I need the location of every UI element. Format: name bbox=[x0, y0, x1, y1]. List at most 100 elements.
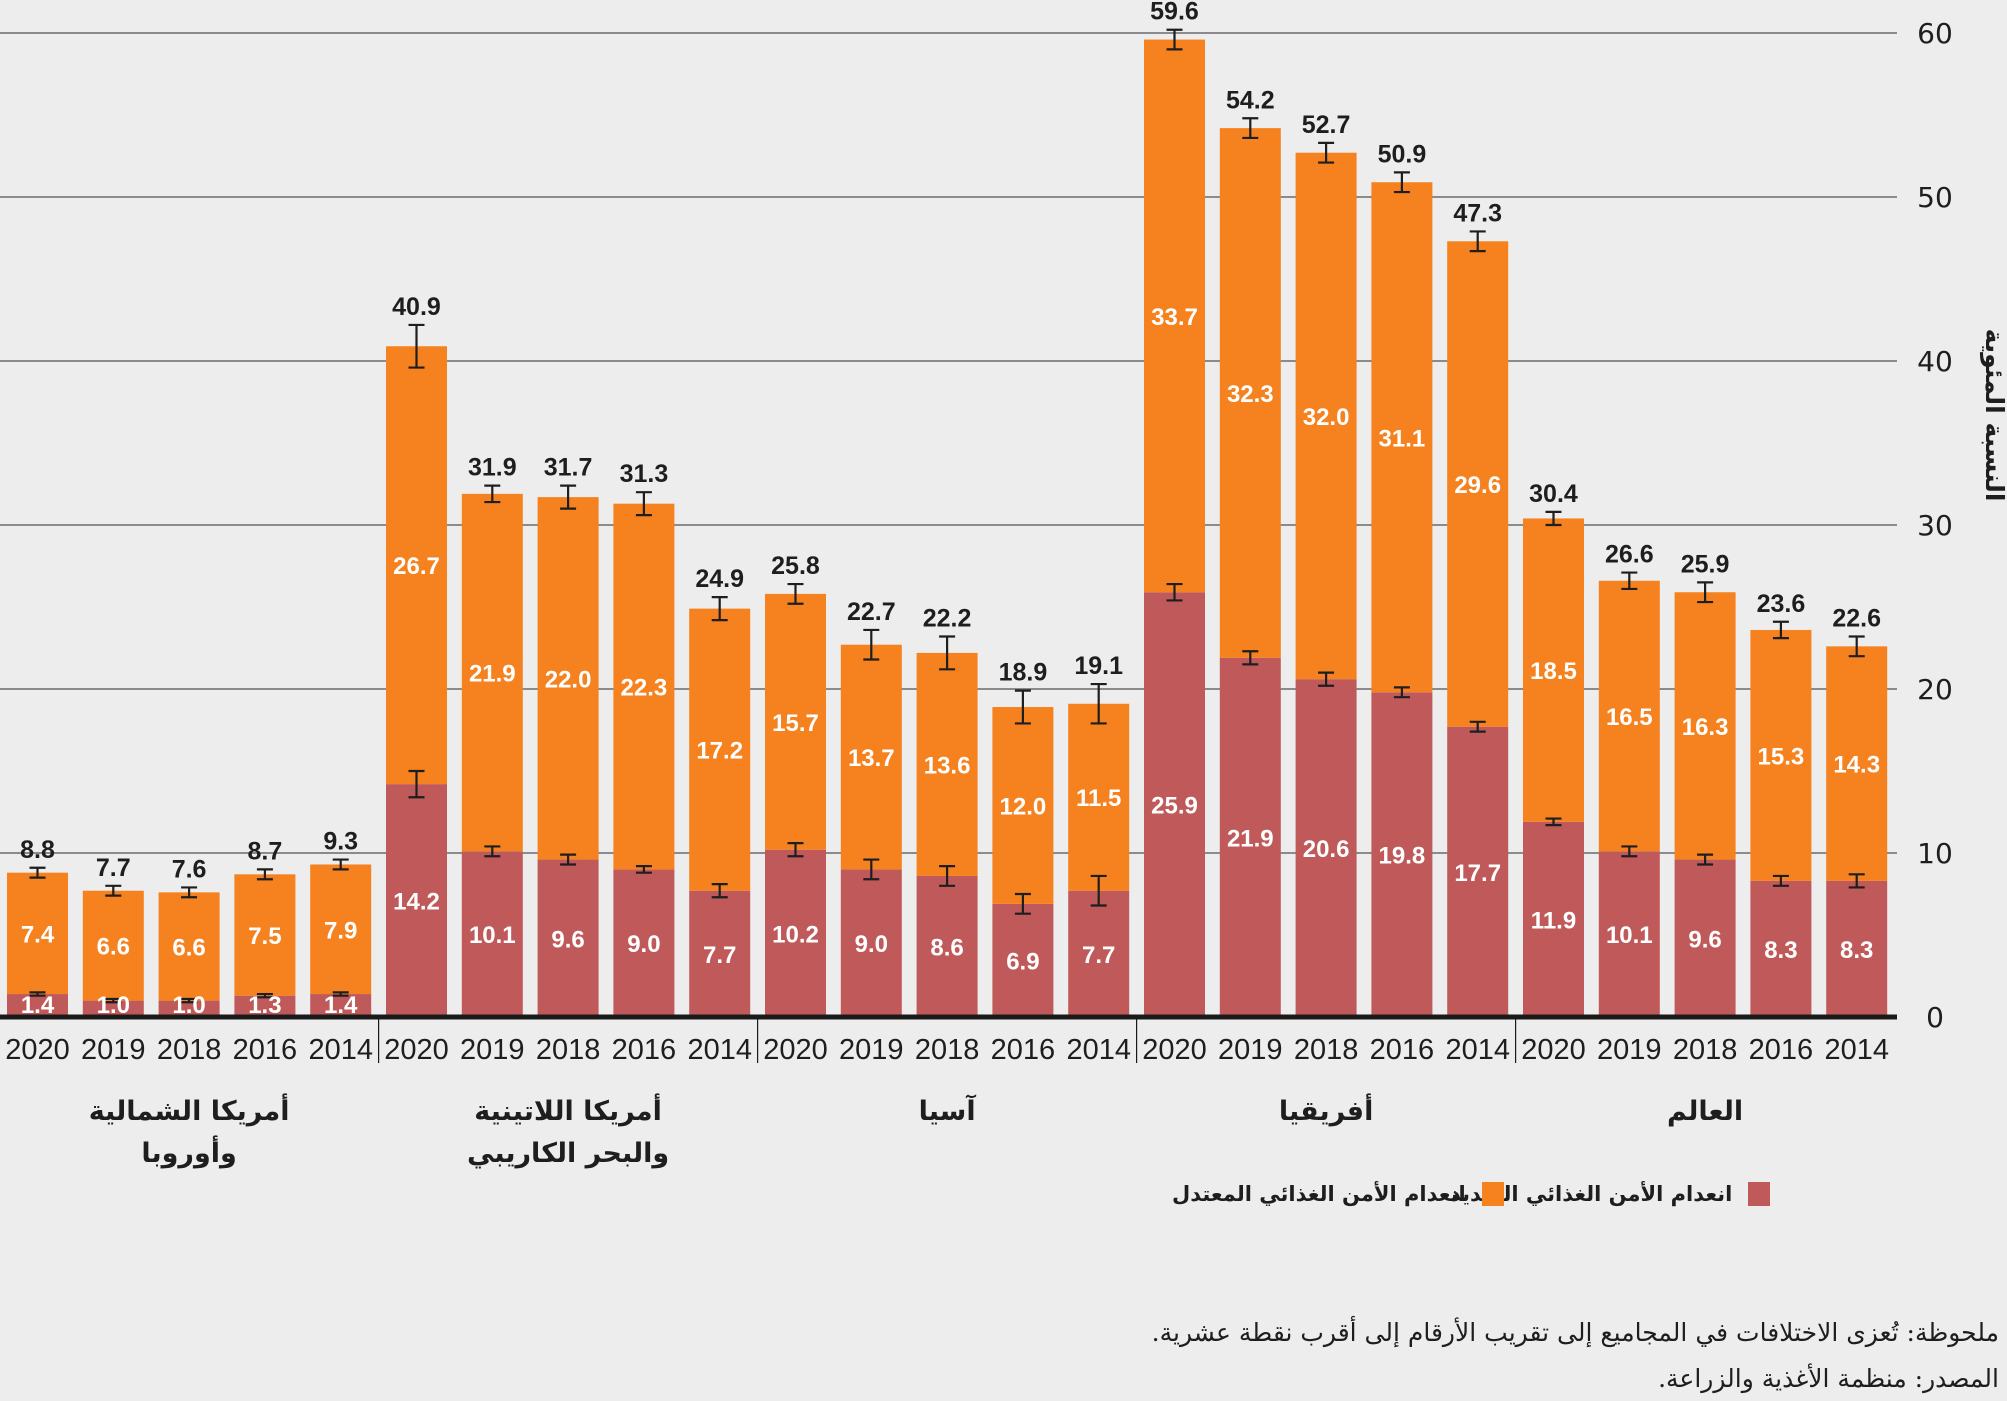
bar-segment-moderate bbox=[1371, 182, 1433, 693]
bar-segment-severe bbox=[386, 784, 447, 1017]
total-value-label: 7.6 bbox=[172, 855, 207, 883]
axes: 0 10 20 30 40 50 60 2020 2019 2018 2016 2014 أمريكا … bbox=[0, 17, 1953, 1169]
group-label: أمريكا اللاتينية bbox=[474, 1093, 662, 1127]
bar-segment-moderate bbox=[1826, 646, 1888, 881]
bars bbox=[7, 28, 1888, 1017]
moderate-value-label: 29.6 bbox=[1454, 472, 1501, 499]
moderate-value-label: 14.3 bbox=[1833, 752, 1880, 779]
error-bar-total bbox=[181, 886, 198, 899]
x-tick-label: 2016 bbox=[612, 1034, 677, 1066]
severe-value-label: 8.3 bbox=[1840, 937, 1873, 964]
x-tick-label: 2016 bbox=[1749, 1034, 1814, 1066]
total-value-label: 18.9 bbox=[999, 659, 1048, 687]
total-value-label: 59.6 bbox=[1150, 0, 1199, 26]
total-value-label: 25.8 bbox=[771, 552, 820, 580]
error-bar-total bbox=[1848, 635, 1865, 658]
footer-source: المصدر: منظمة الأغذية والزراعة. bbox=[1658, 1364, 1999, 1393]
x-tick-label: 2014 bbox=[1824, 1034, 1889, 1066]
y-tick-label: 50 bbox=[1917, 181, 1953, 214]
severe-value-label: 8.6 bbox=[930, 934, 963, 961]
x-tick-label: 2020 bbox=[384, 1034, 449, 1066]
total-value-label: 22.7 bbox=[847, 598, 896, 626]
error-bar-total bbox=[1242, 117, 1259, 140]
error-bar-severe bbox=[1848, 873, 1865, 889]
x-tick-label: 2014 bbox=[687, 1034, 752, 1066]
error-bar-total bbox=[1090, 682, 1107, 725]
severe-value-label: 9.6 bbox=[1688, 926, 1721, 953]
error-bar-severe bbox=[787, 842, 804, 858]
moderate-value-label: 32.3 bbox=[1227, 381, 1274, 408]
error-bar-severe bbox=[1166, 582, 1183, 602]
footer-note: ملحوظة: تُعزى الاختلافات في المجاميع إلى… bbox=[1151, 1318, 1999, 1347]
error-bar-severe bbox=[560, 853, 577, 866]
bar-segment-severe bbox=[537, 859, 599, 1017]
bar-segment-moderate bbox=[82, 890, 144, 1001]
total-value-label: 30.4 bbox=[1529, 480, 1578, 508]
error-bar-total bbox=[256, 868, 273, 881]
x-tick-label: 2016 bbox=[1370, 1034, 1435, 1066]
moderate-value-label: 7.5 bbox=[248, 923, 281, 950]
total-value-label: 22.2 bbox=[923, 605, 972, 633]
severe-value-label: 9.0 bbox=[855, 931, 888, 958]
group-label: والبحر الكاريبي bbox=[467, 1138, 669, 1169]
moderate-value-label: 13.7 bbox=[848, 745, 895, 772]
severe-value-label: 10.1 bbox=[1606, 922, 1653, 949]
bar-segment-moderate bbox=[1219, 128, 1281, 658]
error-bar-severe bbox=[332, 991, 349, 997]
total-value-label: 8.7 bbox=[248, 837, 283, 865]
bar-segment-moderate bbox=[1598, 580, 1660, 852]
y-tick-label: 60 bbox=[1917, 17, 1953, 50]
moderate-value-label: 16.5 bbox=[1606, 704, 1653, 731]
bar-segment-severe bbox=[1750, 880, 1812, 1017]
total-value-label: 52.7 bbox=[1302, 111, 1351, 139]
bar-segment-moderate bbox=[537, 497, 599, 860]
error-bar-total bbox=[711, 596, 728, 622]
bar-segment-severe bbox=[1219, 657, 1281, 1017]
bar-segment-severe bbox=[992, 903, 1054, 1017]
severe-value-label: 19.8 bbox=[1379, 843, 1426, 870]
bar-segment-severe bbox=[689, 890, 751, 1017]
x-tick-label: 2019 bbox=[1218, 1034, 1283, 1066]
x-tick-label: 2018 bbox=[157, 1034, 222, 1066]
severe-value-label: 20.6 bbox=[1303, 836, 1350, 863]
bar-segment-severe bbox=[234, 995, 296, 1017]
moderate-value-label: 15.7 bbox=[772, 710, 819, 737]
total-value-label: 47.3 bbox=[1453, 199, 1502, 227]
legend-label-moderate: انعدام الأمن الغذائي المعتدل bbox=[1172, 1182, 1466, 1206]
x-tick-label: 2014 bbox=[1066, 1034, 1131, 1066]
y-axis-title: النسبة المئوية bbox=[1979, 329, 2007, 502]
legend-swatch-moderate bbox=[1481, 1182, 1504, 1206]
moderate-value-label: 15.3 bbox=[1758, 743, 1805, 770]
error-bar-severe bbox=[1469, 720, 1486, 733]
x-tick-label: 2020 bbox=[5, 1034, 70, 1066]
error-bar-total bbox=[1621, 571, 1638, 591]
error-bar-total bbox=[1393, 171, 1410, 194]
moderate-value-label: 26.7 bbox=[393, 553, 440, 580]
error-bar-severe bbox=[1772, 874, 1789, 887]
total-value-label: 19.1 bbox=[1074, 652, 1123, 680]
group-label: أمريكا الشمالية bbox=[89, 1093, 290, 1127]
x-tick-label: 2018 bbox=[536, 1034, 601, 1066]
bar-segment-severe bbox=[158, 1000, 220, 1017]
error-bar-severe bbox=[939, 865, 956, 887]
error-bar-total bbox=[29, 866, 46, 879]
total-value-label: 54.2 bbox=[1226, 86, 1275, 114]
bar-segment-moderate bbox=[1295, 152, 1357, 680]
error-bar-total bbox=[1697, 581, 1714, 604]
severe-value-label: 1.4 bbox=[21, 992, 55, 1019]
x-tick-label: 2018 bbox=[915, 1034, 980, 1066]
bar-segment-severe bbox=[310, 994, 372, 1017]
bar-segment-severe bbox=[1371, 692, 1433, 1017]
moderate-value-label: 31.1 bbox=[1379, 425, 1426, 452]
bar-segment-severe bbox=[765, 849, 826, 1017]
bar-segment-moderate bbox=[1674, 592, 1736, 860]
severe-value-label: 25.9 bbox=[1151, 793, 1198, 820]
bar-segment-moderate bbox=[310, 864, 372, 995]
x-tick-label: 2016 bbox=[991, 1034, 1056, 1066]
bar-segment-severe bbox=[1826, 880, 1888, 1017]
moderate-value-label: 7.9 bbox=[324, 917, 357, 944]
error-bar-total bbox=[939, 635, 956, 671]
moderate-value-label: 12.0 bbox=[1000, 793, 1047, 820]
group-label: وأوروبا bbox=[141, 1135, 236, 1169]
error-bar-severe bbox=[105, 997, 122, 1004]
